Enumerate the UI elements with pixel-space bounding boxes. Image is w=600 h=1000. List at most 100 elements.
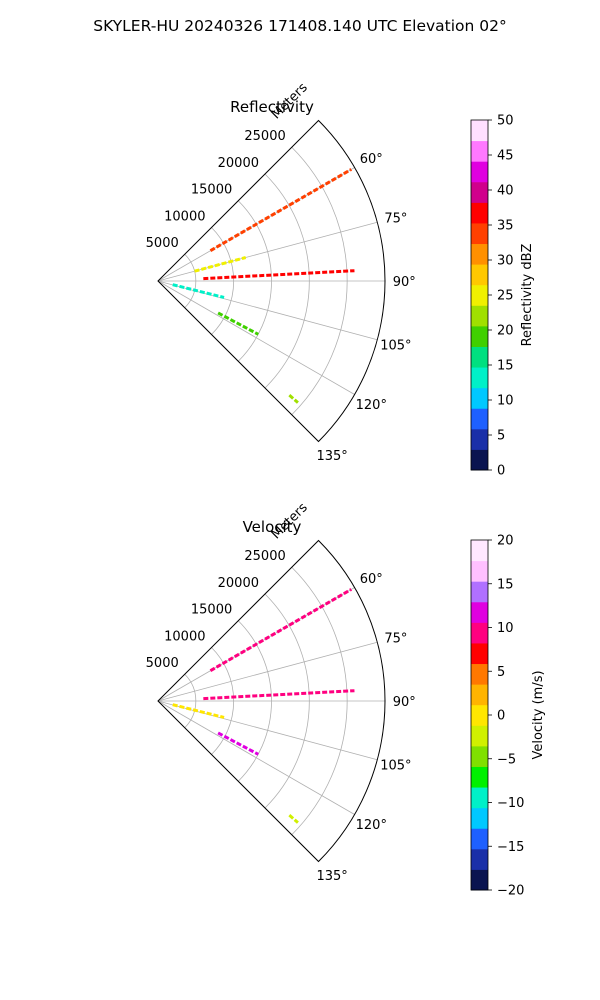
colorbar-segment [471, 684, 488, 706]
colorbar-segment [471, 387, 488, 409]
colorbar-segment [471, 869, 488, 891]
colorbar-segment [471, 222, 488, 245]
colorbar-tick-label: −10 [497, 796, 524, 811]
velocity-title: Velocity [243, 518, 302, 536]
colorbar-tick-label: 10 [497, 394, 514, 409]
colorbar-segment [471, 787, 488, 809]
colorbar-segment [471, 807, 488, 829]
colorbar-segment [471, 305, 488, 327]
sector-outline [157, 119, 386, 443]
colorbar-segment [471, 848, 488, 870]
colorbar-segment [471, 449, 488, 471]
grid-spoke [157, 700, 355, 815]
colorbar-segment [471, 408, 488, 430]
azimuth-tick-label: 105° [380, 759, 411, 774]
colorbar-tick-label: 5 [497, 665, 505, 680]
reflectivity-sector: 500010000150002000025000Meters60°75°90°1… [146, 80, 416, 464]
colorbar-tick-label: −20 [497, 884, 524, 899]
colorbar-tick-label: 20 [497, 534, 514, 549]
colorbar-segment [471, 325, 488, 347]
colorbar-segment [471, 161, 488, 183]
radial-tick-label: 15000 [191, 603, 232, 618]
colorbar-segment [471, 264, 488, 286]
colorbar-tick-label: −5 [497, 752, 516, 767]
radial-tick-label: 20000 [218, 156, 259, 171]
colorbar-tick-label: 0 [497, 464, 505, 479]
azimuth-tick-label: 135° [316, 869, 347, 884]
azimuth-tick-label: 60° [360, 152, 383, 167]
azimuth-tick-label: 90° [393, 275, 416, 290]
colorbar-segment [471, 346, 488, 368]
echo-mark [172, 283, 225, 299]
colorbar-tick-label: 30 [497, 254, 514, 269]
echo-mark [209, 588, 353, 673]
colorbar-segment [471, 766, 488, 788]
colorbar-tick-label: −15 [497, 840, 524, 855]
reflectivity-panel: Reflectivity 500010000150002000025000Met… [146, 80, 535, 478]
sector-outline [157, 539, 386, 863]
azimuth-tick-label: 75° [384, 211, 407, 226]
colorbar-segment [471, 120, 488, 142]
azimuth-tick-label: 135° [316, 449, 347, 464]
colorbar-segment [471, 284, 488, 306]
colorbar-tick-label: 20 [497, 324, 514, 339]
azimuth-tick-label: 105° [380, 339, 411, 354]
velocity-colorbar-label: Velocity (m/s) [531, 670, 546, 759]
colorbar-segment [471, 725, 488, 747]
colorbar-segment [471, 642, 488, 665]
radial-tick-label: 5000 [146, 236, 179, 251]
colorbar-segment [471, 560, 488, 582]
echo-mark [288, 394, 299, 404]
radial-tick-label: 20000 [218, 576, 259, 591]
colorbar-tick-label: 35 [497, 219, 514, 234]
echo-mark [194, 256, 247, 273]
echo-mark [288, 814, 299, 824]
colorbar-segment [471, 202, 488, 224]
colorbar-tick-label: 50 [497, 114, 514, 129]
echo-mark [209, 168, 353, 253]
colorbar-segment [471, 663, 488, 685]
azimuth-tick-label: 90° [393, 695, 416, 710]
colorbar-tick-label: 15 [497, 359, 514, 374]
echo-mark [203, 269, 355, 281]
radial-tick-label: 10000 [164, 209, 205, 224]
radial-tick-label: 15000 [191, 183, 232, 198]
colorbar-segment [471, 181, 488, 203]
colorbar-segment [471, 745, 488, 767]
azimuth-tick-label: 60° [360, 572, 383, 587]
colorbar-segment [471, 622, 488, 644]
radial-tick-label: 5000 [146, 656, 179, 671]
azimuth-tick-label: 120° [356, 398, 387, 413]
reflectivity-colorbar-label: Reflectivity dBZ [520, 244, 535, 347]
velocity-colorbar: −20 −15 −10 −5 0 5 10 15 20 [470, 534, 524, 899]
colorbar-tick-label: 5 [497, 429, 505, 444]
colorbar-segment [471, 140, 488, 162]
colorbar-segment [471, 581, 488, 603]
grid-spoke [157, 641, 378, 702]
echo-mark [217, 311, 259, 336]
colorbar-segment [471, 243, 488, 265]
colorbar-segment [471, 540, 488, 562]
colorbar-tick-label: 25 [497, 289, 514, 304]
azimuth-tick-label: 120° [356, 818, 387, 833]
colorbar-segment [471, 601, 488, 623]
reflectivity-title: Reflectivity [230, 98, 314, 116]
colorbar-tick-label: 40 [497, 184, 514, 199]
radial-tick-label: 10000 [164, 629, 205, 644]
colorbar-segment [471, 828, 488, 850]
radial-tick-label: 25000 [244, 549, 285, 564]
velocity-sector: 500010000150002000025000Meters60°75°90°1… [146, 500, 416, 884]
colorbar-tick-label: 45 [497, 149, 514, 164]
colorbar-segment [471, 428, 488, 450]
radial-tick-label: 25000 [244, 129, 285, 144]
colorbar-tick-label: 0 [497, 709, 505, 724]
grid-spoke [157, 280, 355, 395]
velocity-panel: Velocity 500010000150002000025000Meters6… [146, 500, 546, 898]
azimuth-tick-label: 75° [384, 631, 407, 646]
colorbar-segment [471, 367, 488, 389]
figure-title: SKYLER-HU 20240326 171408.140 UTC Elevat… [93, 17, 507, 35]
colorbar-tick-label: 10 [497, 621, 514, 636]
echo-mark [217, 731, 259, 756]
reflectivity-colorbar: 0 5 10 15 20 25 30 35 40 45 50 [470, 114, 514, 479]
